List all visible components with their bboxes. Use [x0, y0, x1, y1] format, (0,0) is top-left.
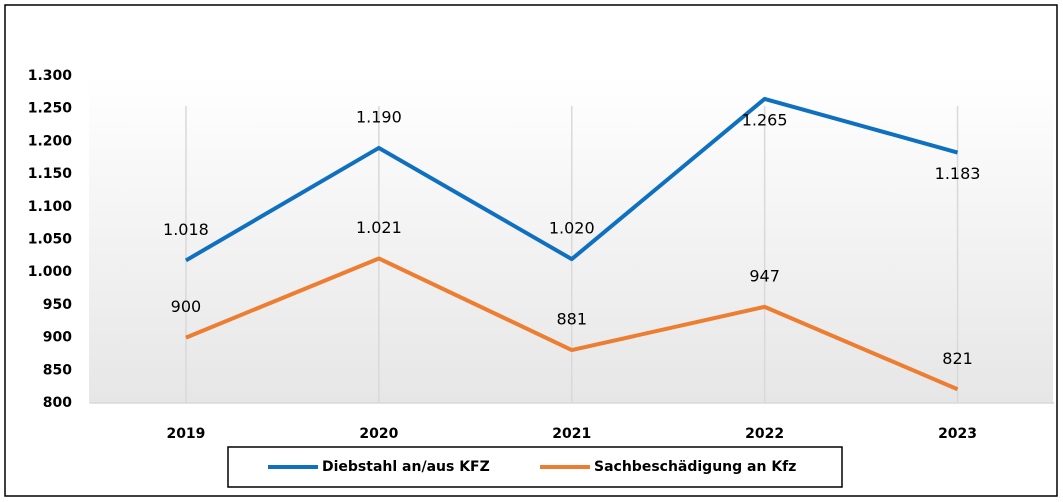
y-tick-label: 1.050: [28, 232, 73, 248]
y-tick-label: 1.300: [28, 68, 73, 84]
x-tick-label: 2021: [552, 426, 591, 442]
value-label: 821: [942, 349, 973, 368]
value-label: 1.190: [356, 107, 402, 126]
x-tick-label: 2019: [166, 426, 205, 442]
series-line: [185, 256, 959, 392]
series-line: [184, 96, 959, 263]
value-label: 1.021: [356, 218, 402, 237]
x-tick-label: 2023: [938, 426, 977, 442]
x-tick-label: 2022: [745, 426, 784, 442]
y-tick-label: 1.100: [28, 199, 73, 215]
legend-label: Diebstahl an/aus KFZ: [322, 459, 490, 475]
value-label: 881: [556, 310, 587, 329]
value-label: 947: [749, 266, 780, 285]
y-tick-label: 800: [43, 395, 72, 411]
value-label: 1.020: [549, 219, 595, 238]
value-label: 1.265: [742, 110, 788, 129]
x-tick-label: 2020: [359, 426, 398, 442]
y-tick-label: 1.250: [28, 101, 73, 117]
value-label: 1.183: [935, 164, 981, 183]
y-tick-label: 850: [43, 362, 72, 378]
y-tick-label: 950: [43, 297, 72, 313]
legend-label: Sachbeschädigung an Kfz: [594, 459, 796, 475]
value-label: 1.018: [163, 220, 209, 239]
y-tick-label: 900: [43, 330, 72, 346]
y-tick-label: 1.150: [28, 166, 73, 182]
legend: [227, 446, 843, 488]
value-label: 900: [171, 297, 202, 316]
y-tick-label: 1.000: [28, 264, 73, 280]
y-tick-label: 1.200: [28, 133, 73, 149]
